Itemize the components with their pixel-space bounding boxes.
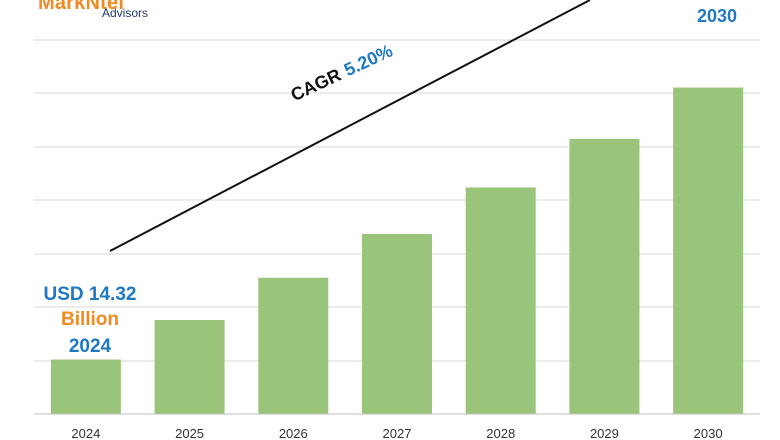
start-value-label: USD 14.32 xyxy=(43,284,137,305)
x-tick-label: 2030 xyxy=(694,426,723,440)
start-unit-label: Billion xyxy=(60,309,120,330)
bar-2025 xyxy=(154,319,225,414)
bars xyxy=(50,87,744,415)
x-tick-label: 2024 xyxy=(71,426,100,440)
bar-2028 xyxy=(465,187,536,414)
x-tick-label: 2025 xyxy=(175,426,204,440)
bar-2030 xyxy=(673,87,744,415)
x-tick-label: 2026 xyxy=(279,426,308,440)
end-year-label: 2030 xyxy=(696,6,738,26)
x-tick-label: 2029 xyxy=(590,426,619,440)
logo-brand: MarkNtel xyxy=(38,0,125,14)
cagr-trend-line xyxy=(109,0,591,252)
logo: MarkNtel Advisors xyxy=(38,0,178,27)
x-tick-label: 2027 xyxy=(383,426,412,440)
bar-2024 xyxy=(50,359,121,414)
bar-2026 xyxy=(258,277,329,414)
start-year-label: 2024 xyxy=(68,336,112,357)
x-tick-label: 2028 xyxy=(486,426,515,440)
bar-2029 xyxy=(569,138,640,415)
bar-2027 xyxy=(362,233,432,414)
logo-subtitle: Advisors xyxy=(102,6,149,20)
x-tick-labels: 2024 2025 2026 2027 2028 2029 2030 xyxy=(71,426,722,440)
